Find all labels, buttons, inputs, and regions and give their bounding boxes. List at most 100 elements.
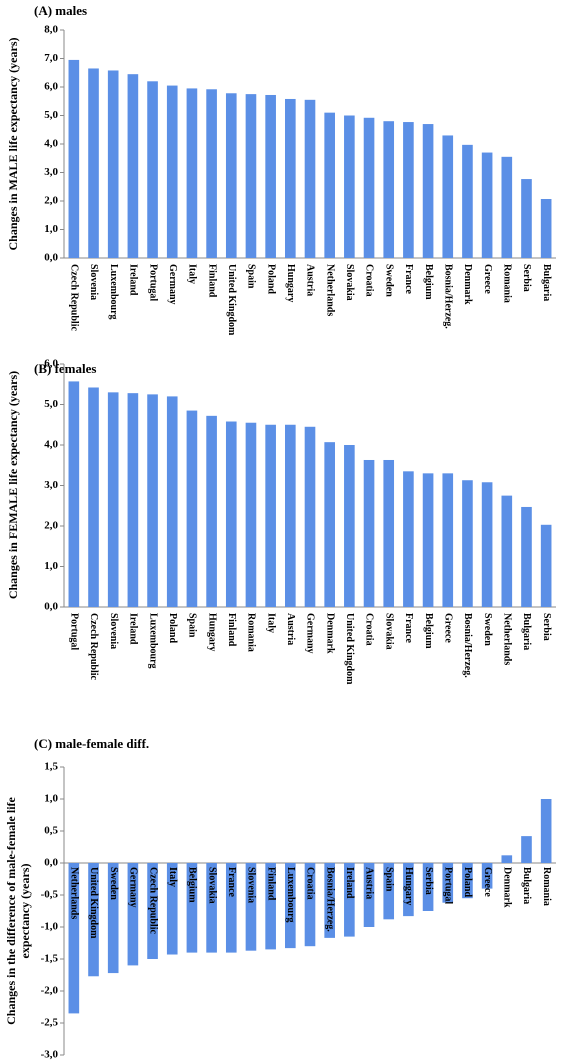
- bar: [265, 424, 276, 607]
- bar: [422, 863, 434, 911]
- bar: [442, 863, 454, 903]
- bar: [442, 473, 454, 607]
- bar: [383, 459, 395, 607]
- x-tick-label: Austria: [364, 867, 375, 899]
- x-tick-label: Finland: [206, 264, 217, 298]
- bar: [225, 863, 237, 953]
- y-tick-label: -1,5: [41, 953, 59, 965]
- x-tick-label: Bosnia/Herzeg.: [442, 264, 453, 329]
- bar: [521, 506, 532, 607]
- bar: [344, 863, 355, 937]
- x-tick-label: Poland: [462, 867, 473, 897]
- y-tick-label: 1,0: [44, 560, 58, 572]
- y-tick-label: 5,0: [44, 109, 58, 121]
- x-tick-label: Netherlands: [69, 867, 80, 919]
- x-tick-label: Ireland: [128, 264, 139, 296]
- bar: [285, 863, 296, 949]
- bar: [245, 863, 257, 951]
- chart-title: (A) males: [34, 3, 87, 18]
- bar: [521, 836, 532, 863]
- bar: [304, 863, 316, 947]
- bar: [442, 135, 454, 258]
- bar: [88, 68, 99, 258]
- bar: [403, 471, 414, 607]
- x-tick-label: Hungary: [206, 613, 217, 651]
- bar: [304, 426, 316, 607]
- x-tick-label: Romania: [541, 867, 552, 906]
- bar: [68, 381, 80, 607]
- x-tick-label: Denmark: [462, 264, 473, 305]
- x-tick-label: Poland: [265, 264, 276, 294]
- x-tick-label: Greece: [482, 867, 493, 897]
- x-tick-label: Netherlands: [502, 613, 513, 665]
- y-tick-label: 0,0: [44, 252, 58, 264]
- y-tick-label: 5,0: [44, 398, 58, 410]
- x-tick-label: Germany: [128, 867, 139, 908]
- x-tick-label: Slovenia: [246, 867, 257, 903]
- bar: [186, 863, 198, 953]
- x-tick-label: Croatia: [305, 867, 316, 900]
- bar: [88, 387, 99, 607]
- bar: [127, 393, 139, 607]
- x-tick-label: Poland: [167, 613, 178, 643]
- x-tick-label: Luxembourg: [285, 867, 296, 923]
- x-tick-label: Bulgaria: [541, 264, 552, 301]
- bar: [245, 94, 257, 258]
- x-tick-label: United Kingdom: [226, 264, 237, 336]
- y-tick-label: 0,5: [44, 825, 58, 837]
- bar: [363, 863, 375, 927]
- x-tick-label: Slovenia: [88, 264, 99, 300]
- x-tick-label: France: [403, 264, 414, 295]
- bar: [501, 156, 513, 258]
- x-tick-label: Italy: [265, 613, 276, 633]
- x-tick-label: Portugal: [442, 867, 453, 904]
- y-tick-label: 7,0: [44, 52, 58, 64]
- x-tick-label: Portugal: [69, 613, 80, 650]
- y-axis-label: expectancy (years): [18, 864, 32, 959]
- bar: [481, 152, 493, 258]
- y-tick-label: -3,0: [41, 1049, 59, 1061]
- y-tick-label: 8,0: [44, 24, 58, 36]
- x-tick-label: Serbia: [423, 867, 434, 895]
- y-tick-label: 1,0: [44, 223, 58, 235]
- bar: [324, 112, 335, 259]
- bar: [540, 524, 552, 607]
- x-tick-label: Czech Republic: [69, 264, 80, 332]
- bar: [265, 94, 276, 258]
- x-tick-label: Slovakia: [383, 613, 394, 650]
- bar: [363, 117, 375, 258]
- x-tick-label: Belgium: [423, 264, 434, 300]
- y-tick-label: 2,0: [44, 520, 58, 532]
- bar: [462, 144, 473, 258]
- x-tick-label: Bulgaria: [521, 613, 532, 650]
- bar: [186, 88, 198, 258]
- bar: [206, 89, 217, 258]
- bar: [422, 124, 434, 258]
- x-tick-label: Luxembourg: [147, 613, 158, 669]
- x-tick-label: Netherlands: [324, 264, 335, 316]
- x-tick-label: Slovakia: [206, 867, 217, 904]
- bar: [363, 459, 375, 607]
- y-tick-label: 0,0: [44, 601, 58, 613]
- bar: [206, 863, 217, 953]
- bar: [225, 421, 237, 607]
- x-tick-label: United Kingdom: [344, 613, 355, 685]
- x-tick-label: Croatia: [364, 613, 375, 646]
- bar: [403, 863, 414, 917]
- x-tick-label: France: [403, 613, 414, 644]
- x-tick-label: Czech Republic: [147, 867, 158, 935]
- bar: [107, 863, 119, 974]
- x-tick-label: Germany: [305, 613, 316, 654]
- bar: [521, 179, 532, 258]
- bar: [501, 855, 513, 863]
- bar: [285, 98, 296, 258]
- bar: [107, 392, 119, 607]
- y-tick-label: 4,0: [44, 439, 58, 451]
- y-tick-label: 1,5: [44, 761, 58, 773]
- bar: [481, 482, 493, 607]
- bar: [540, 199, 552, 258]
- x-tick-label: Czech Republic: [88, 613, 99, 681]
- y-tick-label: 4,0: [44, 138, 58, 150]
- x-tick-label: Belgium: [423, 613, 434, 649]
- y-tick-label: 3,0: [44, 166, 58, 178]
